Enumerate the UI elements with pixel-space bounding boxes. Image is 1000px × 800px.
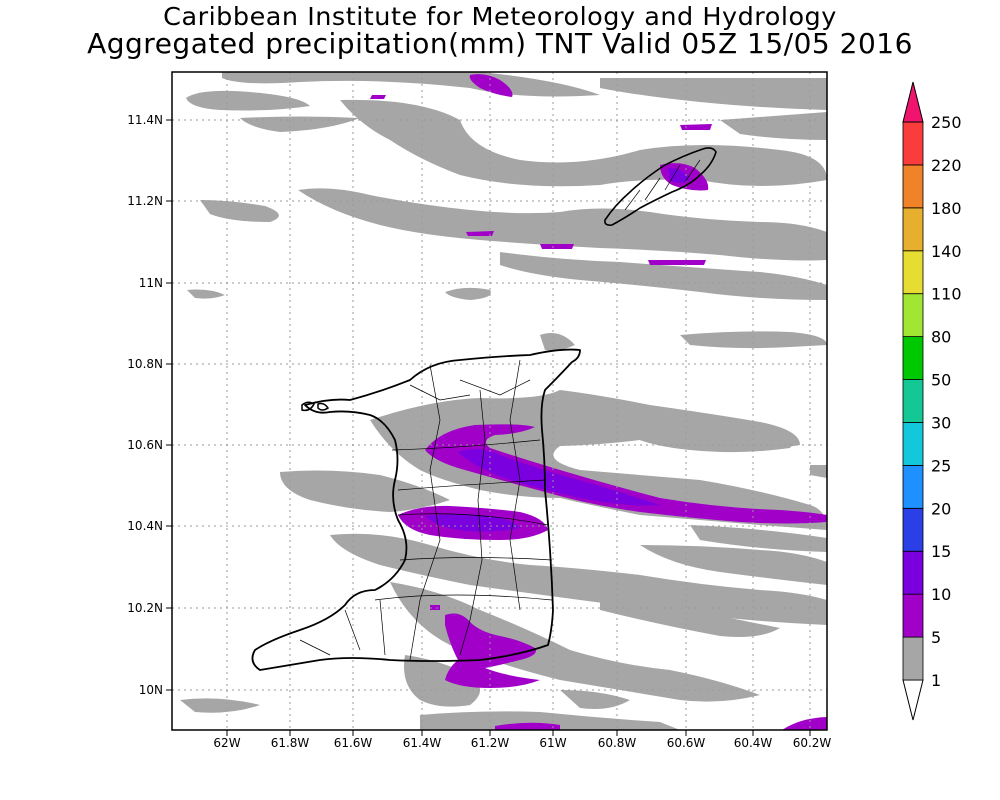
tobago-regions (624, 159, 701, 211)
precipitation-field (180, 72, 827, 730)
x-tick-label: 60.6W (667, 736, 706, 750)
x-tick-label: 62W (213, 736, 240, 750)
colorbar-label: 220 (931, 156, 962, 175)
y-tick-label: 11.4N (127, 113, 163, 127)
colorbar-upper-triangle (902, 81, 924, 123)
colorbar-segment (902, 250, 924, 295)
colorbar-label: 250 (931, 113, 962, 132)
trinidad-outline (251, 348, 581, 671)
colorbar-segment (902, 293, 924, 338)
x-tick-label: 61W (539, 736, 566, 750)
colorbar-label: 110 (931, 285, 962, 304)
x-tick-label: 60.4W (734, 736, 773, 750)
y-tick-label: 10N (139, 683, 163, 697)
x-tick-label: 60.2W (793, 736, 832, 750)
y-tick-label: 10.4N (127, 519, 163, 533)
x-tick-label: 61.8W (271, 736, 310, 750)
x-axis-labels: 62W 61.8W 61.6W 61.4W 61.2W 61W 60.8W 60… (213, 736, 831, 750)
plot-frame (171, 71, 828, 731)
chart-title-line-2: Aggregated precipitation(mm) TNT Valid 0… (87, 27, 913, 60)
x-tick-label: 61.6W (334, 736, 373, 750)
colorbar-label: 25 (931, 456, 951, 475)
x-tick-label: 60.8W (598, 736, 637, 750)
colorbar-segment (902, 550, 924, 595)
colorbar-label: 10 (931, 585, 951, 604)
colorbar-segment (902, 164, 924, 209)
colorbar-segment (902, 336, 924, 380)
chart-title-line-1: Caribbean Institute for Meteorology and … (163, 2, 837, 31)
x-tick-label: 61.4W (403, 736, 442, 750)
colorbar-segment (902, 464, 924, 509)
colorbar-label: 30 (931, 413, 951, 432)
colorbar-label: 180 (931, 199, 962, 218)
colorbar-segment (902, 379, 924, 423)
colorbar-segment (902, 422, 924, 466)
y-tick-label: 11N (139, 276, 163, 290)
y-tick-label: 10.6N (127, 438, 163, 452)
grid-lines (172, 72, 827, 730)
bocas-islands (301, 401, 330, 412)
tick-marks (166, 119, 811, 736)
colorbar-segment (902, 121, 924, 166)
colorbar-label: 15 (931, 542, 951, 561)
colorbar-segment (902, 636, 924, 681)
colorbar-label: 1 (931, 671, 941, 690)
tobago-outline (604, 147, 717, 226)
colorbar-segment (902, 207, 924, 252)
colorbar-label: 140 (931, 242, 962, 261)
precip-10-15mm (425, 168, 690, 532)
colorbar-label: 50 (931, 371, 951, 390)
colorbar-segment (902, 507, 924, 552)
y-tick-label: 10.2N (127, 601, 163, 615)
y-axis-labels: 10N 10.2N 10.4N 10.6N 10.8N 11N 11.2N 11… (127, 113, 163, 697)
colorbar-segment (902, 593, 924, 638)
x-tick-label: 61.2W (471, 736, 510, 750)
trinidad-regions (299, 359, 553, 661)
colorbar-label: 80 (931, 328, 951, 347)
colorbar-lower-triangle (902, 679, 924, 721)
y-tick-label: 10.8N (127, 357, 163, 371)
colorbar-label: 20 (931, 499, 951, 518)
y-tick-label: 11.2N (127, 194, 163, 208)
colorbar-label: 5 (931, 628, 941, 647)
